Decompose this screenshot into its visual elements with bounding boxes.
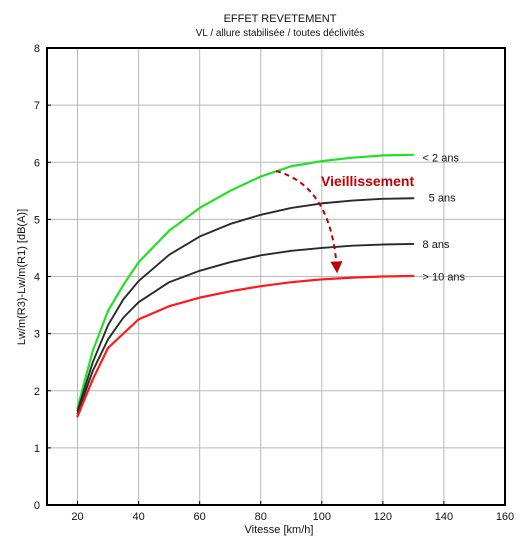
x-axis-label: Vitesse [km/h] <box>245 524 314 536</box>
annotation-label: Vieillissement <box>321 173 414 189</box>
annotation-arrow <box>275 170 343 274</box>
chart-title: EFFET REVETEMENT <box>224 13 337 25</box>
series-label: < 2 ans <box>423 153 460 165</box>
series-line <box>76 197 415 412</box>
x-tick-label: 40 <box>132 511 144 523</box>
series-line <box>76 153 415 409</box>
y-tick-label: 5 <box>34 214 40 226</box>
y-tick-label: 1 <box>34 443 40 455</box>
x-tick-label: 100 <box>313 511 331 523</box>
series-label: 5 ans <box>429 193 456 205</box>
x-tick-label: 160 <box>496 511 514 523</box>
axes: 20 40 60 80 100 120 140 160 0 1 2 3 4 5 6 7 8 <box>34 43 514 523</box>
x-tick-label: 20 <box>71 511 83 523</box>
y-tick-label: 8 <box>34 43 40 55</box>
x-tick-label: 120 <box>374 511 392 523</box>
series-label: > 10 ans <box>423 272 466 284</box>
y-axis-label: Lw/m(R3)-Lw/m(R1) [dB(A)] <box>16 209 28 345</box>
y-tick-label: 3 <box>34 329 40 341</box>
series-label: 8 ans <box>423 239 450 251</box>
series-lines <box>76 153 415 418</box>
series-labels: < 2 ans 5 ans 8 ans > 10 ans <box>423 153 466 284</box>
series-line <box>76 274 415 418</box>
chart-subtitle: VL / allure stabilisée / toutes déclivit… <box>196 28 365 39</box>
x-tick-label: 140 <box>435 511 453 523</box>
y-tick-label: 2 <box>34 386 40 398</box>
x-tick-label: 80 <box>255 511 267 523</box>
y-tick-label: 4 <box>34 272 40 284</box>
annotation-group: Vieillissement <box>275 170 414 274</box>
y-tick-label: 7 <box>34 100 40 112</box>
x-tick-label: 60 <box>194 511 206 523</box>
grid-lines <box>47 48 505 505</box>
y-tick-label: 6 <box>34 157 40 169</box>
y-tick-label: 0 <box>34 500 40 512</box>
series-line <box>76 242 415 415</box>
